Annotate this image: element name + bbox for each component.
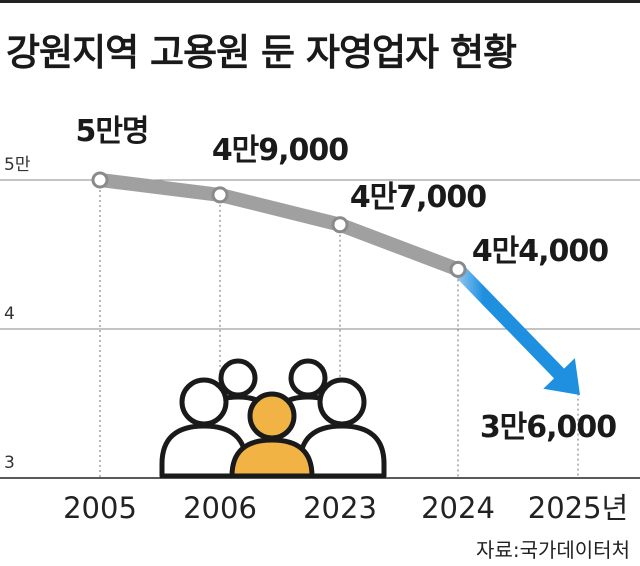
y-tick-label: 3 [4,453,15,473]
x-tick-label: 2025년 [528,491,628,525]
source-note: 자료:국가데이터처 [476,538,630,562]
data-label: 4만4,000 [472,234,608,269]
top-rule [0,0,640,3]
person-center [229,391,315,479]
data-point [331,216,349,234]
data-label: 4만7,000 [350,180,486,215]
data-points [91,171,467,278]
person-head [179,377,229,427]
data-label: 5만명 [75,114,148,149]
data-point [449,260,467,278]
data-label: 3만6,000 [480,410,616,445]
person-head [317,377,367,427]
y-tick-label: 5만 [4,155,31,175]
person-head [218,358,258,398]
x-tick-label: 2024 [421,491,495,525]
data-point [91,171,109,189]
data-point [211,186,229,204]
people-group-icon [159,358,387,479]
x-tick-label: 2005 [63,491,137,525]
x-tick-label: 2006 [183,491,257,525]
y-tick-labels: 5만 4 3 [4,155,31,473]
person-head [247,391,297,441]
series-lines [93,173,580,395]
series-line [93,173,465,277]
x-tick-label: 2023 [303,491,377,525]
forecast-line [451,262,567,381]
person-head [288,358,328,398]
x-tick-labels: 2005 2006 2023 2024 2025년 [63,491,628,525]
person-body [229,437,315,479]
data-label: 4만9,000 [212,133,348,168]
forecast-arrowhead [543,358,580,395]
chart-title: 강원지역 고용원 둔 자영업자 현황 [6,31,517,74]
y-tick-label: 4 [4,304,15,324]
